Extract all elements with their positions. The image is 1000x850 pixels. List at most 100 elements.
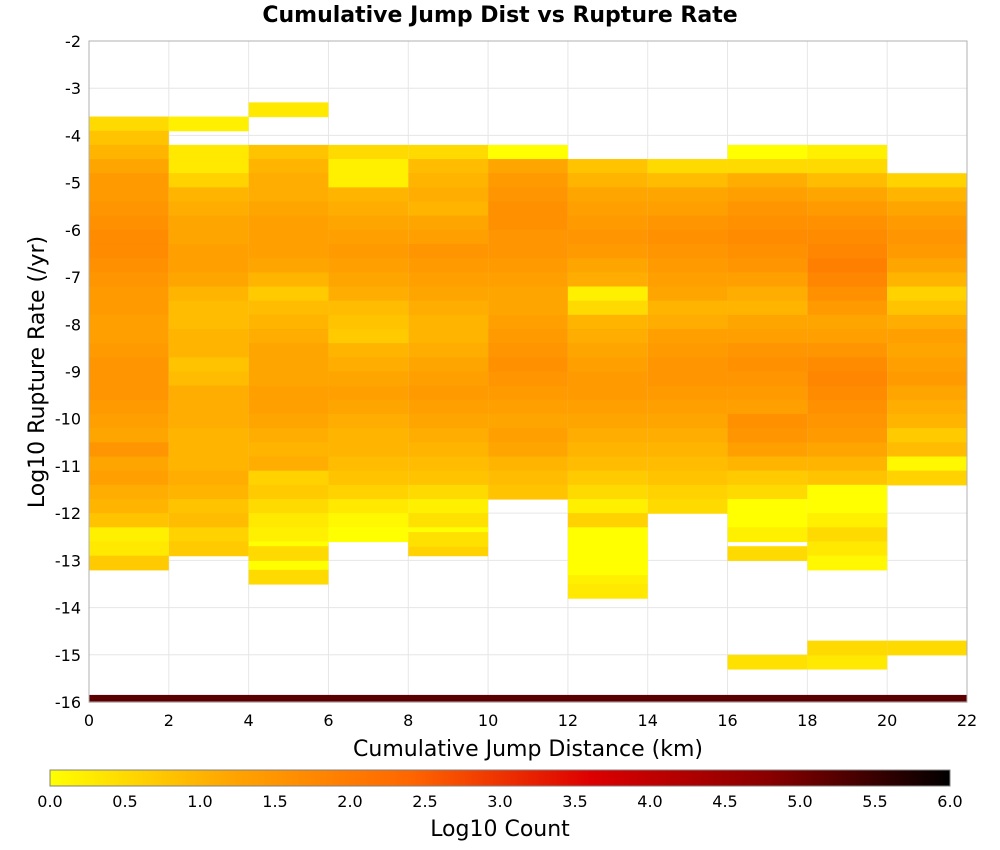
- heatmap-cell: [248, 244, 329, 259]
- heatmap-cell: [168, 456, 249, 472]
- heatmap-cell: [248, 300, 329, 316]
- heatmap-cell: [248, 159, 329, 174]
- heatmap-cell: [248, 201, 329, 217]
- heatmap-cell: [887, 314, 967, 330]
- heatmap-cell: [727, 484, 808, 500]
- heatmap-cell: [727, 201, 808, 217]
- x-tick-label: 10: [478, 711, 498, 730]
- heatmap-cell: [727, 187, 808, 203]
- heatmap-cell: [727, 498, 808, 514]
- heatmap-cell: [328, 513, 409, 528]
- heatmap-cell: [328, 144, 409, 160]
- heatmap-cell: [488, 272, 568, 288]
- x-tick-label: 22: [957, 711, 977, 730]
- heatmap-cell: [168, 343, 249, 358]
- heatmap-cell: [328, 498, 409, 514]
- heatmap-cell: [807, 498, 888, 514]
- heatmap-cell: [488, 173, 568, 188]
- heatmap-cell: [807, 428, 888, 443]
- heatmap-cell: [727, 385, 808, 401]
- heatmap-cell: [887, 357, 967, 373]
- heatmap-cell: [807, 399, 888, 415]
- heatmap-cell: [168, 442, 249, 458]
- plot-frame: [88, 40, 968, 703]
- heatmap-cell: [168, 187, 249, 203]
- heatmap-cell: [168, 513, 249, 528]
- heatmap-cell: [887, 286, 967, 302]
- heatmap-cell: [807, 215, 888, 231]
- heatmap-cell: [567, 229, 648, 245]
- heatmap-cell: [328, 428, 409, 443]
- heatmap-cell: [807, 484, 888, 500]
- heatmap-cell: [488, 371, 568, 387]
- heatmap-cell: [168, 470, 249, 486]
- heatmap-cell: [887, 385, 967, 401]
- heatmap-cell: [647, 371, 728, 387]
- heatmap-cell: [89, 541, 169, 557]
- heatmap-cell: [807, 201, 888, 217]
- heatmap-cell: [328, 272, 409, 288]
- heatmap-cell: [647, 456, 728, 472]
- heatmap-cell: [168, 371, 249, 387]
- heatmap-cell: [89, 314, 169, 330]
- heatmap-cell: [887, 187, 967, 203]
- heatmap-cell: [248, 215, 329, 231]
- heatmap-cell: [567, 215, 648, 231]
- heatmap-cell: [89, 159, 169, 174]
- heatmap-cell: [567, 244, 648, 259]
- heatmap-cell: [408, 371, 489, 387]
- heatmap-cell: [89, 357, 169, 373]
- heatmap-cell: [89, 144, 169, 160]
- heatmap-cell: [89, 498, 169, 514]
- heatmap-cell: [807, 413, 888, 429]
- heatmap-cell: [647, 201, 728, 217]
- heatmap-cell: [567, 399, 648, 415]
- heatmap-cell: [807, 640, 888, 656]
- heatmap-cell: [887, 456, 967, 472]
- x-tick-label: 16: [717, 711, 737, 730]
- heatmap-cell: [89, 187, 169, 203]
- heatmap-cell: [807, 513, 888, 528]
- heatmap-cell: [408, 201, 489, 217]
- heatmap-cell: [727, 470, 808, 486]
- heatmap-cell: [408, 286, 489, 302]
- heatmap-cell: [488, 314, 568, 330]
- heatmap-cell: [248, 314, 329, 330]
- heatmap-cell: [248, 144, 329, 160]
- heatmap-cell: [328, 413, 409, 429]
- heatmap-cell: [647, 470, 728, 486]
- heatmap-cell: [168, 399, 249, 415]
- heatmap-cell: [328, 314, 409, 330]
- heatmap-cell: [488, 357, 568, 373]
- heatmap-cell: [567, 173, 648, 188]
- heatmap-cell: [887, 413, 967, 429]
- heatmap-cell: [248, 399, 329, 415]
- colorbar-tick-label: 2.0: [337, 792, 362, 811]
- colorbar-tick-label: 0.0: [37, 792, 62, 811]
- heatmap-cell: [168, 201, 249, 217]
- heatmap-cell: [567, 385, 648, 401]
- heatmap-cell: [727, 546, 808, 561]
- heatmap-cell: [328, 201, 409, 217]
- heatmap-cell: [727, 413, 808, 429]
- heatmap-cell: [647, 286, 728, 302]
- chart-title: Cumulative Jump Dist vs Rupture Rate: [262, 3, 737, 28]
- y-axis-label: Log10 Rupture Rate (/yr): [25, 236, 50, 508]
- heatmap-cell: [89, 470, 169, 486]
- heatmap-cells: [89, 102, 967, 703]
- heatmap-cell: [727, 314, 808, 330]
- heatmap-cell: [727, 300, 808, 316]
- heatmap-cell: [887, 428, 967, 443]
- y-tick-label: -13: [55, 551, 81, 570]
- heatmap-cell: [248, 569, 329, 585]
- heatmap-cell: [807, 286, 888, 302]
- heatmap-cell: [647, 272, 728, 288]
- heatmap-cell: [248, 229, 329, 245]
- heatmap-cell: [89, 130, 169, 146]
- heatmap-cell: [248, 456, 329, 472]
- heatmap-cell: [328, 215, 409, 231]
- heatmap-cell: [567, 413, 648, 429]
- heatmap-cell: [807, 456, 888, 472]
- y-tick-label: -12: [55, 504, 81, 523]
- x-axis-ticks: 0 2 4 6 8 10 12 14 16 18 20 22: [84, 711, 977, 730]
